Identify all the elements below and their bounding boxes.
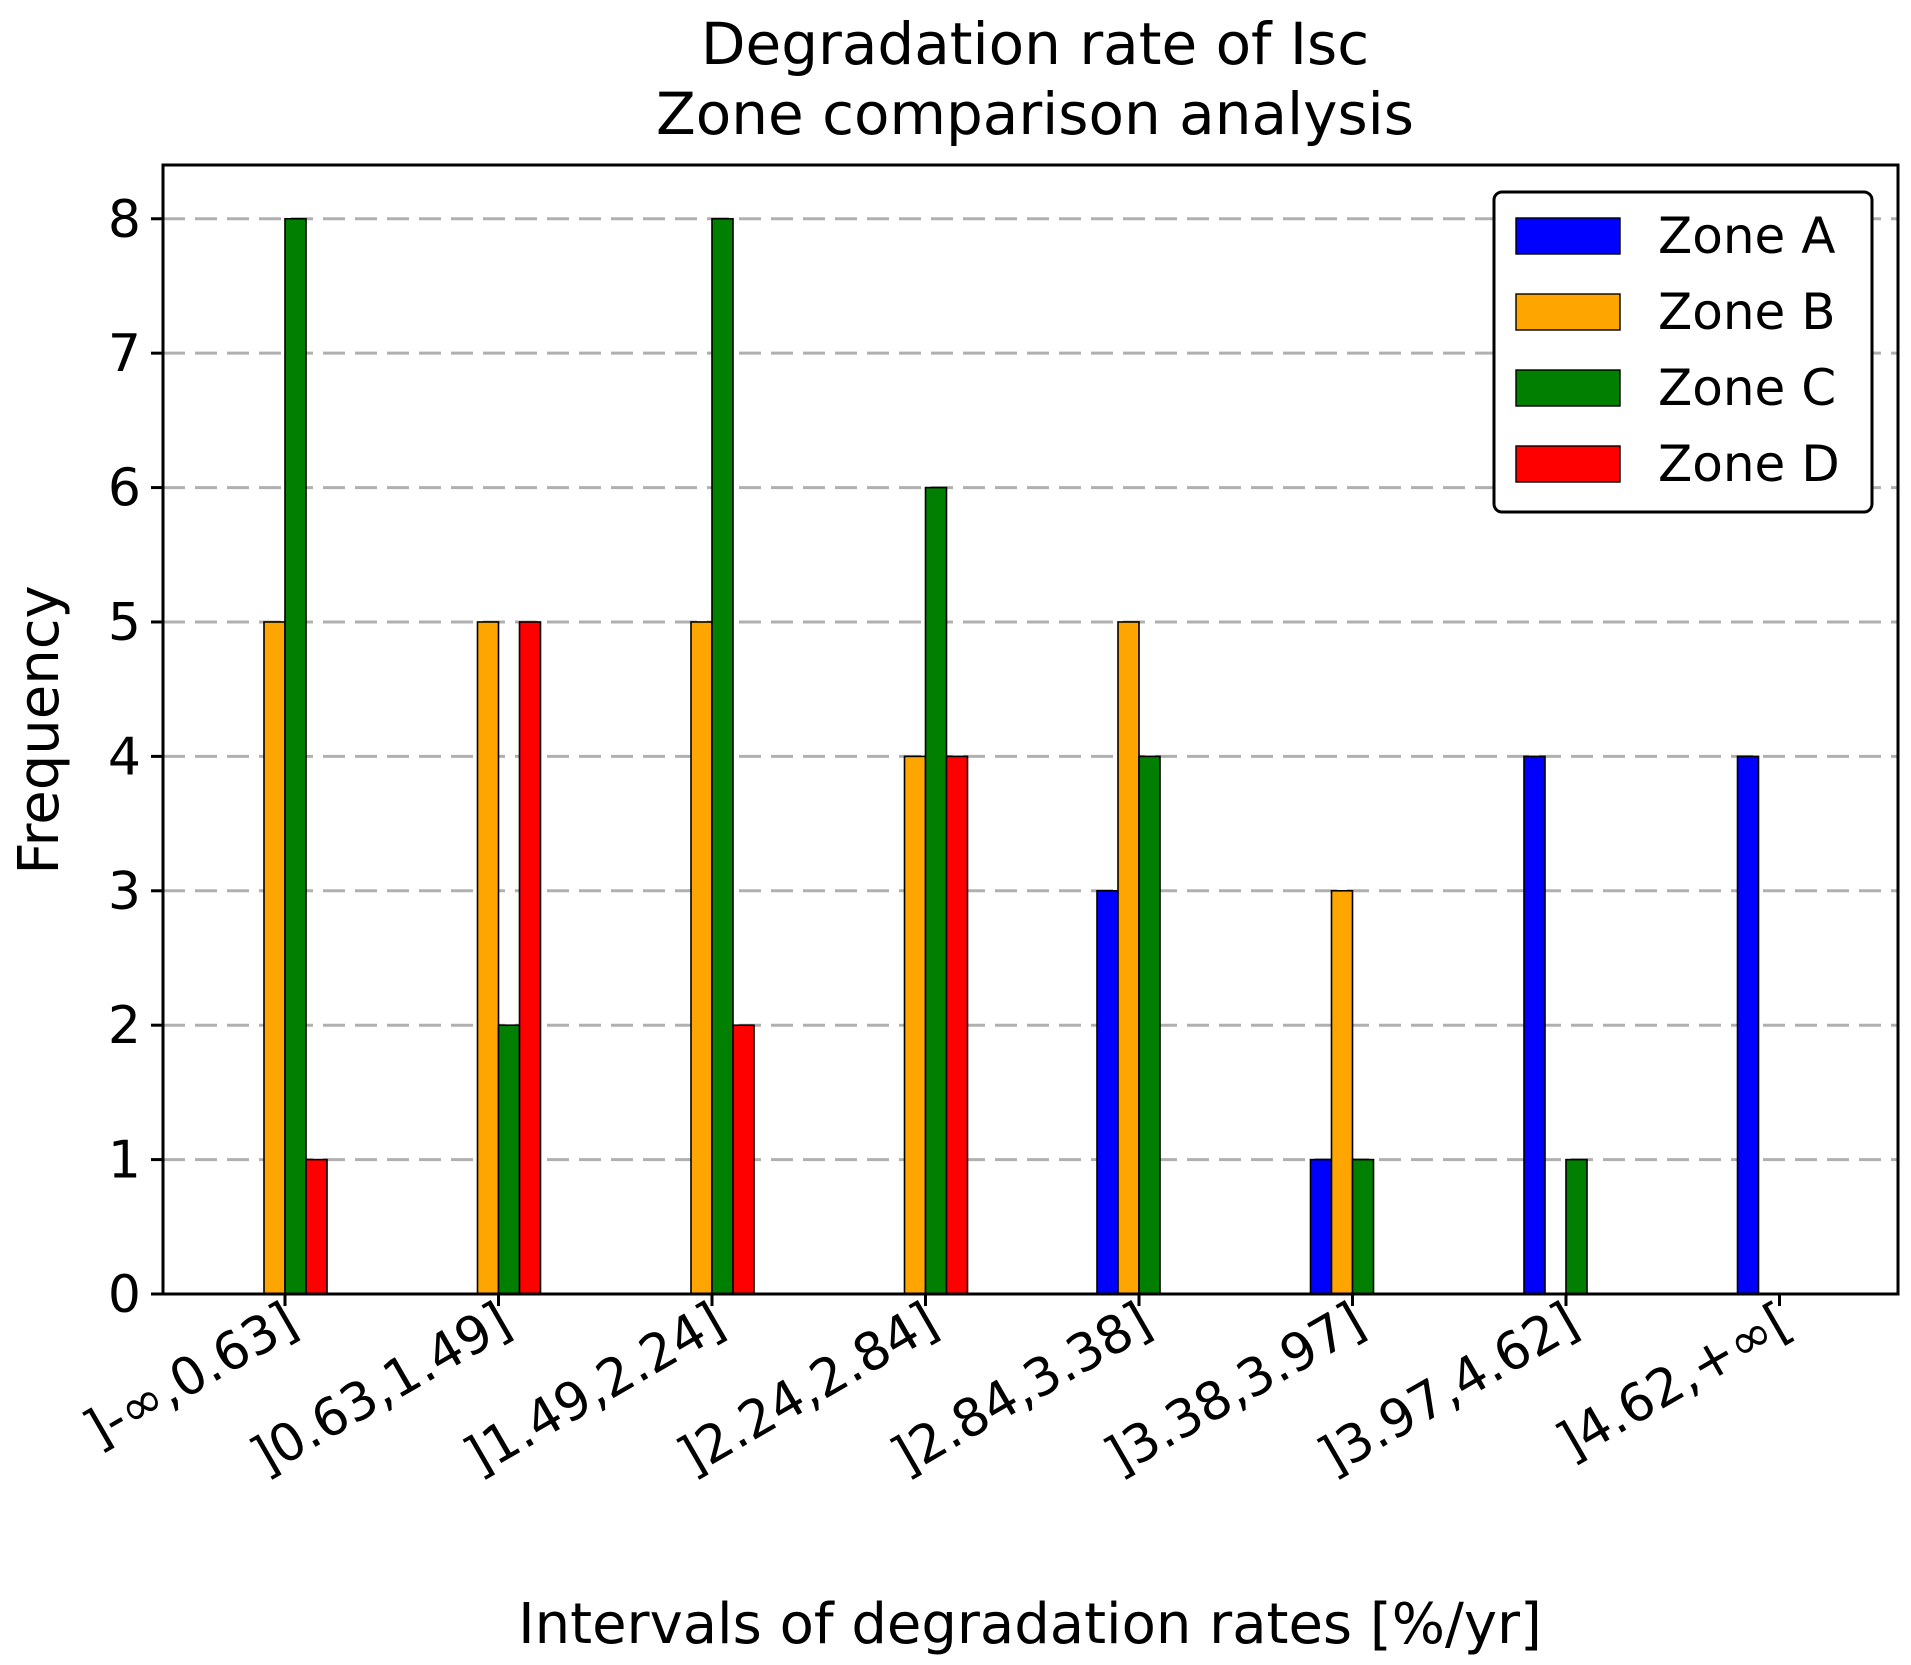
legend-swatch-zone-d — [1515, 445, 1621, 483]
bar-zone-b-5 — [1330, 889, 1354, 1295]
y-tick-label: 8 — [108, 190, 141, 250]
y-tick-label: 0 — [108, 1265, 141, 1325]
bar-zone-a-7 — [1736, 755, 1760, 1295]
legend-box — [1492, 190, 1874, 514]
bar-zone-b-2 — [690, 621, 713, 1295]
y-axis-ticks: 0 1 2 3 4 5 6 7 8 — [108, 190, 163, 1325]
bar-zone-c-4 — [1138, 755, 1161, 1295]
grid-lines — [163, 217, 1898, 1162]
bar-zone-d-3 — [945, 755, 969, 1295]
y-tick-label: 7 — [108, 324, 141, 384]
plot-frame — [161, 163, 1900, 1296]
x-axis-label: Intervals of degradation rates [%/yr] — [518, 1592, 1542, 1657]
bar-zone-a-4 — [1096, 889, 1119, 1295]
bar-zone-d-0 — [305, 1158, 328, 1295]
y-tick-label: 4 — [108, 727, 141, 787]
bar-zone-d-2 — [732, 1024, 755, 1295]
bar-zone-c-1 — [497, 1024, 521, 1295]
chart-title: Degradation rate of Isc — [701, 10, 1369, 78]
bar-zone-b-4 — [1117, 621, 1140, 1295]
bar-zone-b-1 — [476, 621, 500, 1295]
bar-zone-c-2 — [711, 217, 734, 1295]
y-axis-label: Frequency — [7, 585, 72, 874]
y-tick-label: 5 — [108, 593, 141, 653]
x-axis-ticks: ]-∞,0.63]]0.63,1.49]]1.49,2.24]]2.24,2.8… — [74, 1291, 1802, 1487]
legend-label-zone-a: Zone A — [1658, 207, 1835, 265]
bar-zone-a-6 — [1523, 755, 1546, 1295]
y-tick-label: 2 — [108, 996, 141, 1056]
y-tick-label: 3 — [108, 862, 141, 922]
bar-zone-c-0 — [284, 217, 307, 1295]
legend-label-zone-b: Zone B — [1658, 283, 1836, 341]
y-tick-label: 6 — [108, 459, 141, 519]
legend-label-zone-c: Zone C — [1658, 359, 1836, 417]
legend-label-zone-d: Zone D — [1658, 435, 1840, 493]
x-tick-label: ]4.62,+∞[ — [1547, 1291, 1802, 1473]
bar-zone-d-1 — [518, 621, 542, 1295]
legend-swatch-zone-a — [1515, 217, 1621, 255]
bar-zone-a-5 — [1309, 1158, 1333, 1295]
legend: Zone A Zone B Zone C Zone D — [1492, 190, 1874, 514]
y-tick-label: 1 — [108, 1131, 141, 1191]
bar-zone-c-6 — [1565, 1158, 1588, 1295]
bar-zone-b-0 — [263, 621, 286, 1295]
chart-subtitle: Zone comparison analysis — [656, 80, 1414, 148]
legend-swatch-zone-c — [1515, 369, 1621, 407]
bar-zone-c-5 — [1351, 1158, 1375, 1295]
bar-zone-c-3 — [924, 486, 948, 1295]
bar-zone-b-3 — [903, 755, 927, 1295]
legend-swatch-zone-b — [1515, 293, 1621, 331]
